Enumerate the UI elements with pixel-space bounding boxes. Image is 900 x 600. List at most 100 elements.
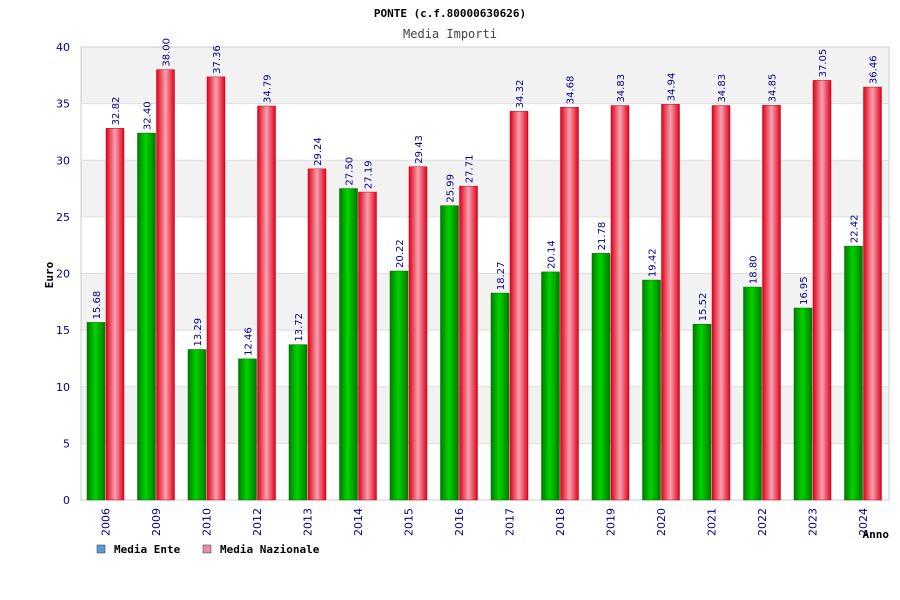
bar-media-ente <box>238 358 257 501</box>
value-label: 18.80 <box>749 255 760 284</box>
bar-media-nazionale <box>307 168 327 501</box>
value-label: 13.72 <box>294 313 305 342</box>
bar-media-nazionale <box>408 166 428 501</box>
x-tick-label: 2014 <box>352 508 365 536</box>
value-label: 16.95 <box>799 276 810 305</box>
x-tick-label: 2018 <box>554 508 567 536</box>
value-label: 34.79 <box>263 74 274 103</box>
bar-media-ente <box>288 344 308 501</box>
x-tick-label: 2016 <box>453 508 466 536</box>
bar-media-ente <box>389 270 409 501</box>
bar-media-ente <box>541 271 560 501</box>
value-label: 36.46 <box>869 55 880 84</box>
y-tick-label: 35 <box>56 98 70 111</box>
x-tick-label: 2017 <box>504 508 517 536</box>
bar-media-ente <box>86 322 106 501</box>
value-label: 27.19 <box>364 160 375 189</box>
bar-media-nazionale <box>560 106 579 501</box>
value-label: 34.94 <box>667 73 678 102</box>
value-label: 27.50 <box>345 157 356 186</box>
x-tick-label: 2023 <box>807 508 820 536</box>
y-tick-label: 5 <box>63 437 70 450</box>
x-tick-label: 2006 <box>100 508 113 536</box>
x-tick-label: 2021 <box>706 508 719 536</box>
value-label: 27.71 <box>465 155 476 184</box>
bar-media-ente <box>339 188 358 501</box>
bar-media-ente <box>743 286 762 501</box>
value-label: 34.85 <box>768 74 779 103</box>
legend-label-media-nazionale: Media Nazionale <box>220 543 320 556</box>
value-label: 25.99 <box>446 174 457 203</box>
bar-media-ente <box>844 245 863 501</box>
y-tick-label: 25 <box>56 211 70 224</box>
bar-media-nazionale <box>358 191 377 501</box>
bar-media-ente <box>642 279 661 501</box>
legend-swatch-media-nazionale <box>202 544 212 554</box>
y-tick-label: 10 <box>56 381 70 394</box>
x-tick-label: 2022 <box>756 508 769 536</box>
bar-media-nazionale <box>661 104 680 501</box>
bar-media-ente <box>591 253 611 501</box>
y-axis-label: Euro <box>43 261 56 288</box>
value-label: 32.82 <box>111 97 122 126</box>
value-label: 22.42 <box>850 214 861 243</box>
bar-media-nazionale <box>156 69 175 501</box>
bar-media-ente <box>490 292 510 501</box>
bar-media-nazionale <box>762 105 781 501</box>
bar-media-ente <box>440 205 459 501</box>
chart-title: PONTE (c.f.80000630626) <box>374 7 526 20</box>
bar-media-nazionale <box>610 105 630 501</box>
bar-media-nazionale <box>206 76 226 501</box>
bars <box>86 69 882 501</box>
value-label: 15.68 <box>92 291 103 320</box>
x-tick-label: 2010 <box>201 508 214 536</box>
x-tick-label: 2009 <box>150 508 163 536</box>
value-label: 21.78 <box>597 222 608 251</box>
y-tick-label: 20 <box>56 268 70 281</box>
value-label: 34.32 <box>515 80 526 109</box>
value-label: 20.14 <box>547 240 558 269</box>
bar-media-nazionale <box>509 111 529 501</box>
x-axis-label: Anno <box>863 528 890 541</box>
value-label: 15.52 <box>698 293 709 322</box>
value-label: 19.42 <box>648 248 659 277</box>
value-label: 12.46 <box>244 327 255 356</box>
value-label: 32.40 <box>143 101 154 130</box>
value-label: 37.36 <box>212 45 223 74</box>
legend-label-media-ente: Media Ente <box>114 543 181 556</box>
x-tick-label: 2024 <box>857 508 870 536</box>
x-tick-label: 2013 <box>302 508 315 536</box>
value-label: 37.05 <box>818 49 829 78</box>
x-tick-label: 2012 <box>251 508 264 536</box>
x-tick-label: 2015 <box>403 508 416 536</box>
value-label: 13.29 <box>193 318 204 347</box>
bar-media-ente <box>793 307 813 501</box>
bar-media-ente <box>137 132 156 501</box>
x-tick-label: 2019 <box>605 508 618 536</box>
bar-media-nazionale <box>459 185 478 501</box>
bar-media-nazionale <box>105 128 125 501</box>
y-tick-label: 0 <box>63 494 70 507</box>
legend-swatch-media-ente <box>96 544 106 554</box>
value-label: 34.83 <box>717 74 728 103</box>
value-label: 29.43 <box>414 135 425 164</box>
y-tick-label: 30 <box>56 154 70 167</box>
y-axis-ticks: 0 5 10 15 20 25 30 35 40 <box>56 41 70 507</box>
x-axis-ticks: 2006 2009 2010 2012 2013 2014 2015 2016 2017 2018… <box>100 508 871 536</box>
bar-media-nazionale <box>863 86 882 501</box>
y-tick-label: 40 <box>56 41 70 54</box>
value-label: 34.68 <box>566 76 577 105</box>
bar-media-nazionale <box>257 105 276 501</box>
bar-media-nazionale <box>812 80 832 501</box>
value-labels: 15.68 32.82 32.40 38.00 13.29 37.36 12.46 34.79… <box>92 38 880 356</box>
value-label: 20.22 <box>395 239 406 268</box>
legend: Media Ente Media Nazionale <box>96 543 320 556</box>
value-label: 18.27 <box>496 261 507 290</box>
x-tick-label: 2020 <box>655 508 668 536</box>
value-label: 34.83 <box>616 74 627 103</box>
bar-media-nazionale <box>711 105 731 501</box>
chart-subtitle: Media Importi <box>403 27 497 41</box>
bar-media-ente <box>692 323 712 501</box>
value-label: 38.00 <box>162 38 173 67</box>
